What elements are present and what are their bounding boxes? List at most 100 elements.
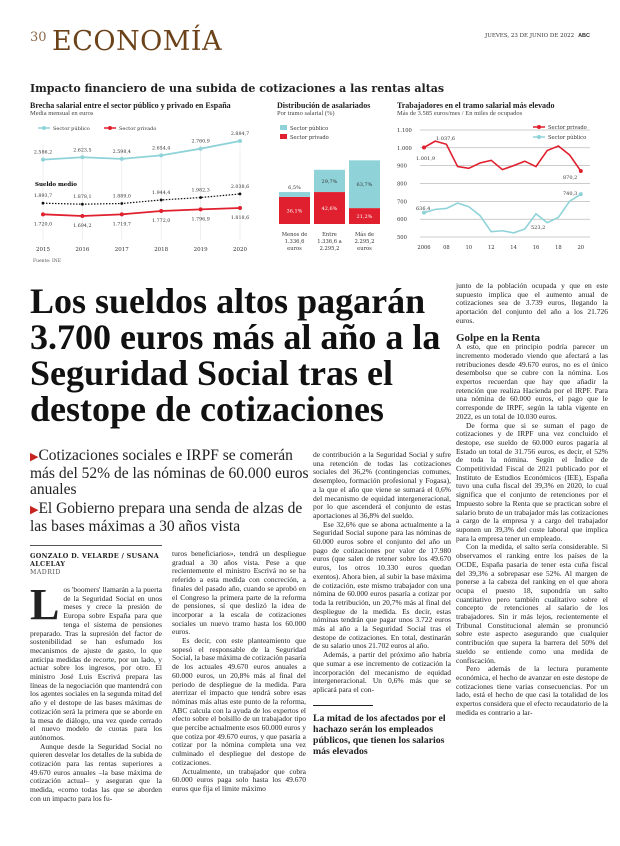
data-label: 2.884,7 [231,131,249,137]
legend-marker [42,126,46,130]
chart1-title: Brecha salarial entre el sector público … [30,101,231,110]
quote-rule [313,704,373,706]
series-line-Sector público [42,140,241,161]
data-label: 2.598,4 [113,149,131,155]
issue-date: JUEVES, 23 DE JUNIO DE 2022 ABC [485,33,590,39]
left-column-stack: GONZALO D. VELARDE / SUSANA ALCELAY MADR… [30,545,162,804]
data-point [238,206,242,211]
data-label: 2.623,5 [73,147,91,153]
subhead-text: El Gobierno prepara una senda de alzas d… [30,500,303,535]
x-tick-label: 18 [555,245,562,251]
section-heading: Golpe en la Renta [456,331,541,344]
paragraph: de contribución a la Seguridad Social y … [313,450,451,520]
legend-label: Sector privado [119,126,156,132]
x-tick-label: 2019 [194,247,208,253]
chart3-subtitle: Más de 3.585 euros/mes / En miles de ocu… [397,110,523,117]
x-tick-label: 2016 [75,247,89,253]
triangle-bullet-icon: ▶ [30,451,39,463]
bar-publico [279,192,310,197]
bar-label: 36,1% [287,208,303,214]
x-tick-label: 2018 [154,247,168,253]
brand-text: ABC [578,33,590,39]
date-text: JUEVES, 23 DE JUNIO DE 2022 [484,33,575,39]
annotation: 1.001,9 [416,156,435,162]
y-tick-label: 1.000 [397,146,412,152]
data-label: 1.720,0 [34,221,52,227]
data-point [238,192,242,196]
bar-privado [279,196,310,224]
data-point [41,201,45,205]
legend-marker [537,125,541,129]
chart3-header: Trabajadores en el tramo salarial más el… [397,101,612,117]
legend-label: Sector privado [290,135,329,141]
category-label: 2.295,2 [320,246,340,252]
data-point [80,155,85,160]
subhead-text: Cotizaciones sociales e IRPF se comerán … [30,447,309,498]
category-label: Entre [322,232,337,238]
x-tick-label: 2006 [417,245,430,251]
bar-label: 42,6% [322,206,338,212]
legend-marker [537,135,541,139]
x-tick-label: 2017 [115,247,129,253]
data-point [578,192,583,197]
data-point [198,207,203,212]
data-label: 2.038,6 [231,184,249,190]
bar-publico [314,169,345,193]
paragraph: junto de la población ocupada y que en e… [456,281,608,325]
chart2-subtitle: Por tramo salarial (%) [277,110,335,117]
data-point [578,168,583,173]
x-tick-label: 2020 [233,247,247,253]
data-point [159,198,163,202]
annotation: 870,2 [563,175,577,181]
data-point [238,138,242,143]
source-note: Fuente: INE [33,259,61,264]
x-tick-label: 10 [465,245,472,251]
data-point [119,212,124,217]
annotation: 1.037,6 [436,136,455,142]
data-point [422,210,426,215]
data-label: 2.760,9 [191,139,209,145]
data-point [120,202,124,205]
y-tick-label: 800 [397,182,407,188]
subhead-2: ▶El Gobierno prepara una senda de alzas … [30,500,320,535]
series-line-Sector privado [423,140,582,172]
category-label: 1.336,6 [285,239,305,245]
legend-label: Sector privado [548,125,587,131]
data-label: 1.719,7 [113,221,131,227]
annotation: 740,3 [563,191,577,197]
y-tick-label: 1.100 [397,128,412,134]
graphic-title: Impacto financiero de una subida de coti… [30,82,445,95]
byline: GONZALO D. VELARDE / SUSANA ALCELAY [30,552,159,568]
chart1-header: Brecha salarial entre el sector público … [30,101,270,117]
paragraph: Actualmente, un trabajador que cobra 60.… [172,766,306,793]
paragraph-text: os 'boomers' llamarán a la puerta de la … [30,585,162,742]
drop-cap: L [30,580,60,629]
bar-privado [349,208,380,224]
data-label: 1.889,0 [113,194,131,200]
column-4: junto de la población ocupada y que en e… [456,281,608,717]
column-3: de contribución a la Seguridad Social y … [313,450,451,757]
subhead-1: ▶Cotizaciones sociales e IRPF se comerán… [30,447,320,499]
chart1-subtitle: Media mensual en euros [30,110,94,117]
data-label: 1.944,4 [152,190,170,196]
column-2: turos beneficiarios», tendrá un desplieg… [172,549,306,794]
data-label: 1.893,7 [34,193,52,199]
bar-label: 21,2% [357,214,373,220]
legend-swatch [280,134,287,139]
paragraph: A esto, que en principio podría parecer … [456,342,608,421]
headline: Los sueldos altos pagarán 3.700 euros má… [30,281,441,429]
data-label: 1.772,0 [152,218,170,224]
paragraph: Pero además de la lectura puramente econ… [456,664,608,717]
y-tick-label: 900 [397,164,407,170]
chart2-title: Distribución de asalariados [277,101,371,110]
category-label: 2.295,2 [355,239,375,245]
chart2-header: Distribución de asalariados Por tramo sa… [277,101,392,117]
data-point [159,153,164,158]
annotation: 523,2 [531,225,545,231]
data-label: 1.796,9 [191,216,209,222]
paragraph: Con la medida, el salto sería considerab… [456,542,608,665]
data-label: 2.654,4 [152,145,170,151]
